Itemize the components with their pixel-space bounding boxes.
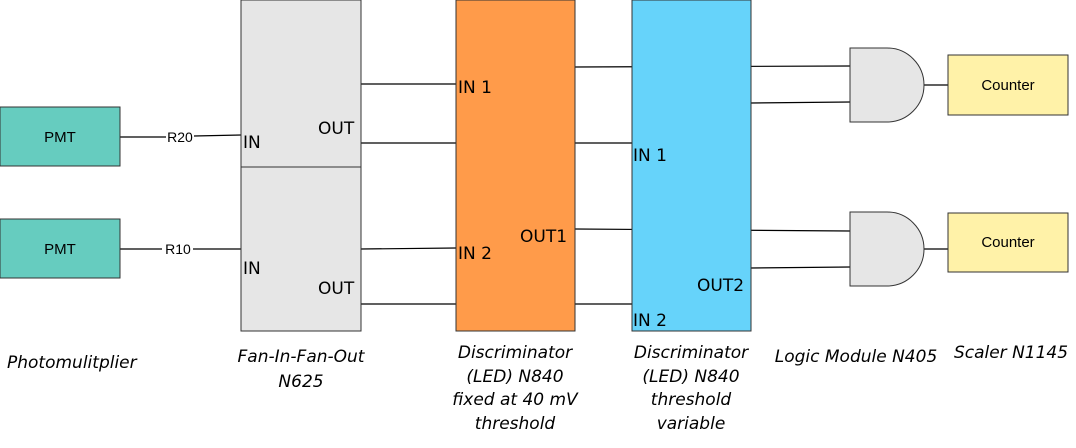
counter-bottom-label: Counter bbox=[981, 234, 1034, 251]
caption-disc-fixed-line1: Discriminator bbox=[458, 343, 573, 363]
caption-disc-var-line3: threshold bbox=[651, 390, 732, 410]
fanio-top-box bbox=[240, 0, 362, 168]
wire-disc-var-out2-gate-bottom bbox=[750, 266, 851, 269]
disc-fixed-in1-label: IN 1 bbox=[458, 78, 492, 98]
and-gate-bottom-icon bbox=[849, 211, 925, 287]
disc-fixed-out1-label: OUT1 bbox=[520, 227, 567, 247]
fanio-top-in-label: IN bbox=[243, 133, 261, 153]
disc-var-in2-label: IN 2 bbox=[633, 311, 667, 331]
caption-disc-var-line4: variable bbox=[657, 414, 726, 434]
caption-disc-var-line1: Discriminator bbox=[634, 343, 749, 363]
fanio-top-out-label: OUT bbox=[318, 119, 355, 139]
wire-disc-var-gate-top bbox=[750, 101, 851, 104]
caption-photomultiplier: Photomulitplier bbox=[7, 353, 138, 373]
counter-bottom: Counter bbox=[947, 212, 1069, 273]
caption-scaler: Scaler N1145 bbox=[954, 343, 1068, 363]
disc-var-out2-label: OUT2 bbox=[697, 276, 744, 296]
pmt-top-label: PMT bbox=[44, 129, 76, 146]
caption-fanio-line2: N625 bbox=[278, 372, 323, 392]
wire-r20-fanio-top bbox=[193, 134, 242, 137]
disc-fixed-box bbox=[455, 0, 576, 332]
fanio-bottom-out-label: OUT bbox=[318, 279, 355, 299]
counter-top-label: Counter bbox=[981, 77, 1034, 94]
caption-fanio-line1: Fan-In-Fan-Out bbox=[238, 347, 366, 367]
discriminator-variable-module: IN 1 IN 2 OUT2 bbox=[631, 0, 752, 332]
pmt-bottom: PMT bbox=[0, 218, 121, 279]
disc-fixed-in2-label: IN 2 bbox=[458, 244, 492, 264]
counter-top-box bbox=[947, 54, 1069, 116]
counter-bottom-box bbox=[947, 212, 1069, 273]
fanio-bottom-box bbox=[240, 166, 362, 332]
fan-in-fan-out-module: IN OUT IN OUT bbox=[240, 0, 362, 332]
discriminator-fixed-module: IN 1 IN 2 OUT1 bbox=[455, 0, 576, 332]
counter-top: Counter bbox=[947, 54, 1069, 116]
resistor-r20-label: R20 bbox=[167, 129, 193, 145]
disc-var-box bbox=[631, 0, 752, 332]
pmt-top-box bbox=[0, 106, 121, 167]
caption-disc-fixed-line3: fixed at 40 mV bbox=[452, 390, 579, 410]
caption-disc-fixed-line4: threshold bbox=[475, 414, 556, 434]
caption-disc-fixed-line2: (LED) N840 bbox=[466, 367, 563, 387]
pmt-bottom-label: PMT bbox=[44, 241, 76, 258]
pmt-top: PMT bbox=[0, 106, 121, 167]
caption-logic-module: Logic Module N405 bbox=[775, 347, 938, 367]
fanio-bottom-in-label: IN bbox=[243, 259, 261, 279]
and-gate-top-icon bbox=[849, 47, 925, 123]
caption-disc-var-line2: (LED) N840 bbox=[642, 367, 739, 387]
disc-var-in1-label: IN 1 bbox=[633, 146, 667, 166]
wire-fanio-bottom-disc-fixed-in2 bbox=[360, 247, 457, 250]
resistor-r10-label: R10 bbox=[165, 241, 191, 257]
pmt-bottom-box bbox=[0, 218, 121, 279]
